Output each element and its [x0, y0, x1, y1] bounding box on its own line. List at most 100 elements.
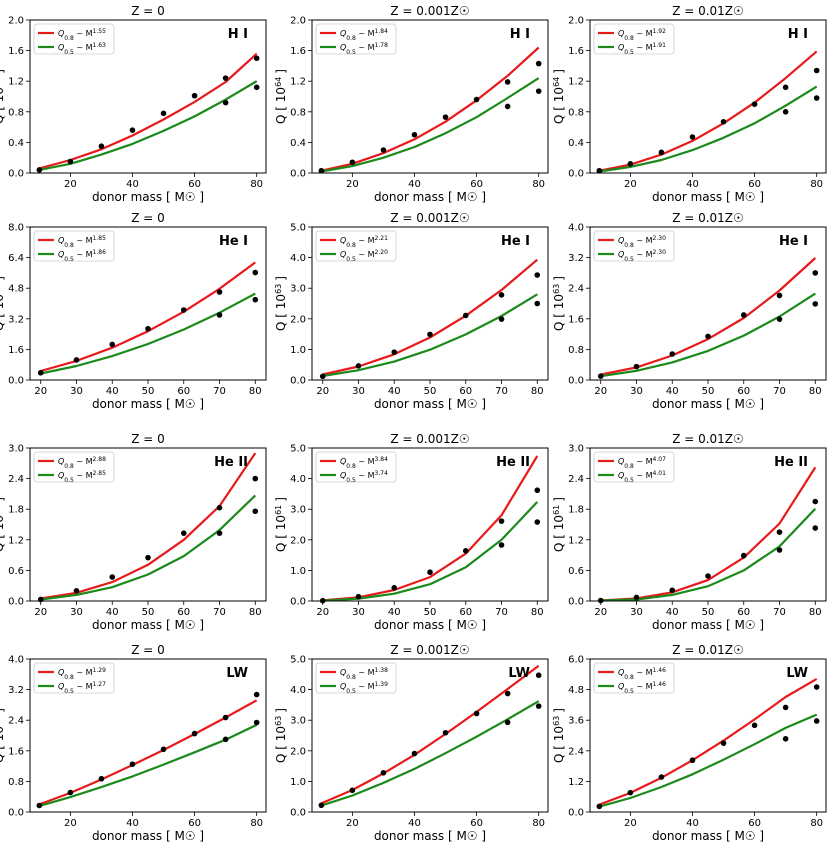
- x-tick-label: 60: [748, 818, 761, 829]
- x-tick-label: 80: [532, 818, 545, 829]
- series-line-q05: [600, 507, 817, 602]
- series-line-q05: [322, 293, 538, 378]
- x-tick-label: 20: [64, 818, 77, 829]
- data-point: [145, 325, 151, 332]
- legend-symbol: Q: [340, 682, 346, 691]
- legend-symbol: Q: [340, 250, 346, 259]
- data-point: [442, 114, 449, 120]
- y-label-base: Q [ 10: [552, 294, 566, 331]
- data-point: [252, 475, 259, 482]
- data-point: [222, 714, 229, 721]
- x-tick-label: 40: [106, 607, 119, 618]
- data-point: [669, 351, 676, 357]
- legend-subscript: 0.8: [64, 242, 74, 249]
- y-tick-label: 3.0: [290, 284, 306, 295]
- x-tick-label: 20: [624, 818, 637, 829]
- series-line-q08: [321, 46, 540, 172]
- data-point: [498, 316, 505, 322]
- data-point: [73, 357, 80, 363]
- data-point: [73, 588, 80, 594]
- data-point: [180, 307, 187, 313]
- data-point: [252, 269, 259, 276]
- y-tick-label: 1.6: [8, 746, 24, 757]
- data-point: [705, 333, 711, 340]
- data-point: [658, 774, 665, 780]
- species-label: He II: [774, 455, 808, 470]
- legend-symbol: Q: [340, 457, 346, 466]
- legend-relation: ~ M: [74, 43, 93, 52]
- data-point: [782, 704, 789, 711]
- data-point: [462, 312, 469, 319]
- legend-exponent: 1.46: [653, 681, 667, 688]
- data-point: [160, 746, 167, 753]
- data-point: [776, 316, 783, 322]
- x-tick-label: 70: [495, 607, 508, 618]
- data-point: [504, 690, 511, 697]
- y-label-exponent: 64: [0, 77, 1, 87]
- data-point: [669, 587, 676, 594]
- y-tick-label: 2.0: [8, 16, 24, 27]
- legend-subscript: 0.5: [64, 49, 74, 56]
- legend-entry-q08: Q0.8 ~ M1.55: [58, 28, 106, 42]
- data-point: [504, 79, 511, 85]
- x-axis-label: donor mass [ M☉ ]: [374, 190, 486, 204]
- x-tick-label: 20: [316, 607, 329, 618]
- legend-entry-q08: Q0.8 ~ M1.46: [618, 667, 666, 681]
- x-axis-label: donor mass [ M☉ ]: [652, 397, 764, 411]
- x-tick-label: 80: [809, 386, 822, 397]
- data-point: [534, 487, 541, 494]
- y-tick-label: 0.4: [568, 138, 584, 149]
- panel-title: Z = 0.001Z☉: [390, 432, 469, 446]
- legend-relation: ~ M: [356, 668, 375, 677]
- legend-subscript: 0.8: [346, 35, 356, 42]
- legend-subscript: 0.5: [346, 49, 356, 56]
- legend-subscript: 0.8: [624, 35, 634, 42]
- x-axis-label: donor mass [ M☉ ]: [92, 829, 204, 843]
- data-point: [504, 103, 511, 110]
- data-point: [596, 167, 603, 174]
- data-point: [462, 548, 469, 554]
- panel-title: Z = 0: [131, 643, 165, 657]
- y-axis-label: Q [ 1063]: [274, 276, 289, 331]
- y-label-close: ]: [0, 69, 6, 74]
- y-label-base: Q [ 10: [0, 726, 6, 763]
- data-point: [740, 552, 747, 559]
- series-line-q08: [38, 699, 258, 806]
- y-tick-label: 0.0: [8, 597, 24, 608]
- data-point: [191, 92, 198, 99]
- data-point: [191, 730, 198, 737]
- x-tick-label: 20: [346, 818, 359, 829]
- data-point: [253, 55, 260, 62]
- y-tick-label: 1.6: [568, 46, 584, 57]
- legend-entry-q08: Q0.8 ~ M1.84: [340, 28, 388, 42]
- x-tick-label: 40: [408, 179, 421, 190]
- y-tick-label: 3.0: [8, 444, 24, 455]
- y-label-base: Q [ 10: [552, 726, 566, 763]
- y-label-close: ]: [552, 708, 566, 713]
- y-label-close: ]: [0, 276, 6, 281]
- legend-symbol: Q: [618, 682, 624, 691]
- y-tick-label: 1.2: [290, 77, 306, 88]
- y-tick-label: 4.8: [8, 284, 24, 295]
- legend-entry-q05: Q0.5 ~ M4.01: [618, 470, 666, 484]
- legend-symbol: Q: [58, 236, 64, 245]
- series-line-q05: [321, 77, 540, 173]
- x-tick-label: 60: [177, 607, 190, 618]
- x-tick-label: 60: [748, 179, 761, 190]
- axes-frame: [311, 447, 549, 602]
- y-label-close: ]: [0, 708, 6, 713]
- legend-relation: ~ M: [356, 457, 375, 466]
- y-tick-label: 0.0: [290, 597, 306, 608]
- data-point: [498, 518, 505, 524]
- legend-exponent: 1.63: [93, 42, 107, 49]
- y-tick-label: 0.0: [8, 169, 24, 180]
- x-tick-label: 40: [388, 607, 401, 618]
- legend-entry-q08: Q0.8 ~ M1.38: [340, 667, 388, 681]
- y-tick-label: 0.4: [8, 138, 24, 149]
- legend-subscript: 0.5: [346, 477, 356, 484]
- x-tick-label: 20: [64, 179, 77, 190]
- data-point: [222, 75, 229, 81]
- legend-exponent: 2.85: [93, 470, 107, 477]
- y-axis-label: Q [ 1063]: [274, 708, 289, 763]
